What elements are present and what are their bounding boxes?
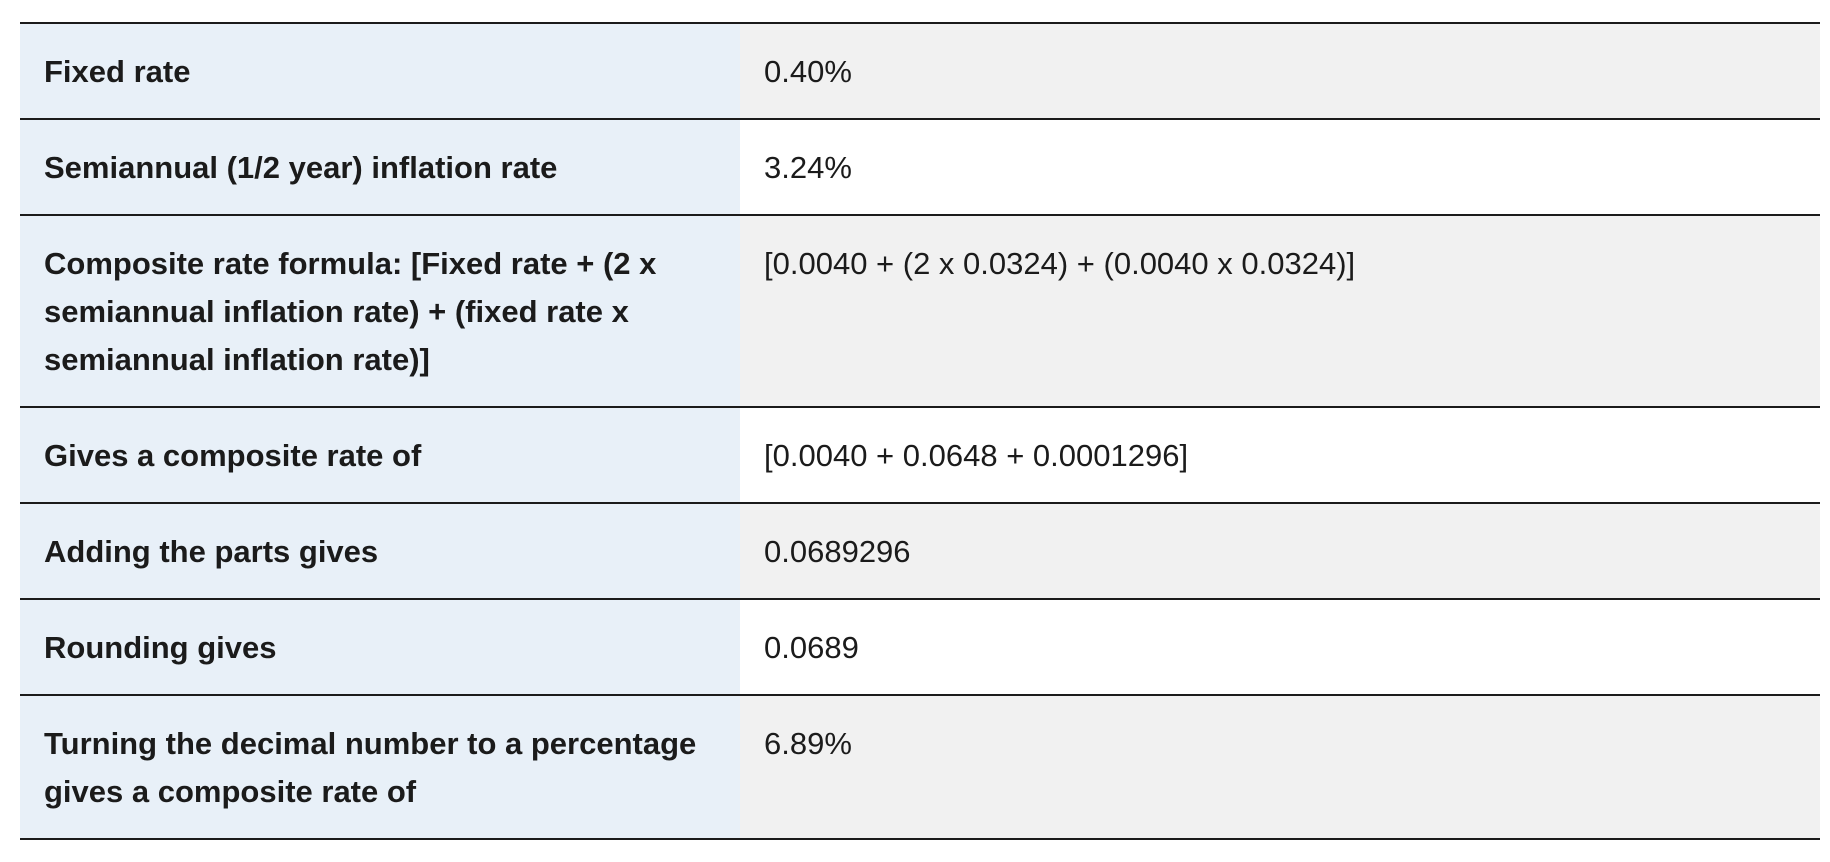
row-label: Adding the parts gives xyxy=(20,503,740,599)
row-label: Semiannual (1/2 year) inflation rate xyxy=(20,119,740,215)
row-value: 0.0689296 xyxy=(740,503,1820,599)
table-row-fixed-rate: Fixed rate 0.40% xyxy=(20,23,1820,119)
table-row-percentage: Turning the decimal number to a percenta… xyxy=(20,695,1820,839)
table-row-formula: Composite rate formula: [Fixed rate + (2… xyxy=(20,215,1820,407)
table-row-rounded: Rounding gives 0.0689 xyxy=(20,599,1820,695)
row-value: 3.24% xyxy=(740,119,1820,215)
row-value: 0.40% xyxy=(740,23,1820,119)
row-value: [0.0040 + 0.0648 + 0.0001296] xyxy=(740,407,1820,503)
row-label: Composite rate formula: [Fixed rate + (2… xyxy=(20,215,740,407)
row-value: [0.0040 + (2 x 0.0324) + (0.0040 x 0.032… xyxy=(740,215,1820,407)
row-label: Fixed rate xyxy=(20,23,740,119)
row-label: Rounding gives xyxy=(20,599,740,695)
composite-rate-table: Fixed rate 0.40% Semiannual (1/2 year) i… xyxy=(20,22,1820,840)
table-row-composite-parts: Gives a composite rate of [0.0040 + 0.06… xyxy=(20,407,1820,503)
table-row-inflation-rate: Semiannual (1/2 year) inflation rate 3.2… xyxy=(20,119,1820,215)
row-label: Gives a composite rate of xyxy=(20,407,740,503)
row-value: 6.89% xyxy=(740,695,1820,839)
row-value: 0.0689 xyxy=(740,599,1820,695)
row-label: Turning the decimal number to a percenta… xyxy=(20,695,740,839)
table-row-sum: Adding the parts gives 0.0689296 xyxy=(20,503,1820,599)
